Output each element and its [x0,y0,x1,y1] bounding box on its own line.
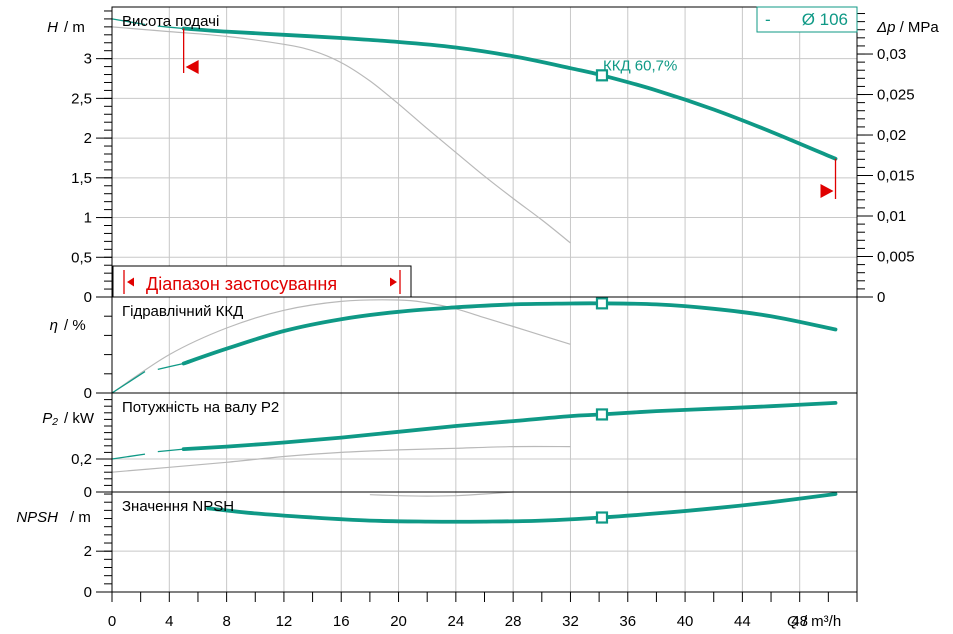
labels: 0 4 8 12 16 20 24 28 32 36 40 44 48Q / m³/h00,511,52… [16,13,939,630]
right-tick-label: 0,015 [877,168,915,185]
x-tick-label: 28 [505,613,522,630]
y-tick-label-head: 1,5 [71,170,92,187]
x-axis-title: Q / m³/h [787,613,841,630]
y-axis-title-head: H [47,19,58,36]
extension-curve-head [111,18,146,26]
y-axis-title-npsh: NPSH [16,509,58,526]
y-axis-unit-npsh: / m [70,509,91,526]
extension-curve-near-power [157,448,184,453]
range-end-arrow-icon [820,184,834,198]
y-tick-label-head: 0 [84,289,92,306]
comparison-curve-npsh [369,491,514,497]
operating-point-marker-head [595,69,609,82]
minor-ticks [96,10,873,602]
y-tick-label-head: 1 [84,210,92,227]
y-axis-title-eff: η [50,317,58,334]
x-tick-label: 20 [390,613,407,630]
operating-point-marker-eff [595,297,609,310]
x-tick-label: 16 [333,613,350,630]
extension-curve-power [111,453,146,460]
application-range-box [112,265,412,298]
operating-point-marker-power [595,408,609,421]
x-tick-label: 32 [562,613,579,630]
panel-frame-npsh [111,491,858,593]
operating-point-marker-npsh [595,511,609,524]
main-curve-npsh [206,492,838,524]
main-curve-head [181,26,838,161]
range-start-arrow-icon [185,60,199,74]
right-tick-label: 0,03 [877,46,906,63]
panel-label-head: Висота подачі [122,13,219,30]
x-tick-label: 0 [108,613,116,630]
y-tick-label-npsh: 0 [84,584,92,601]
right-tick-label: 0,025 [877,87,915,104]
grid [112,7,857,592]
x-tick-label: 48 [791,613,808,630]
pump-curves [111,18,838,524]
x-tick-label: 24 [448,613,465,630]
right-axis-title: Δp / MPa [876,19,939,36]
main-curve-eff [181,301,838,366]
y-axis-unit-power: / kW [64,410,95,427]
comparison-curves [111,26,571,497]
range-left-arrow-icon [127,277,134,287]
extension-curve-near-head [157,25,184,30]
main-curve-power [181,401,838,451]
right-tick-label: 0,005 [877,249,915,266]
y-tick-label-head: 2 [84,130,92,147]
y-axis-unit-eff: / % [64,317,86,334]
y-axis-title-power: P₂ [42,410,58,427]
x-tick-label: 36 [619,613,636,630]
frames [111,6,858,593]
diameter-legend-box [756,6,858,33]
x-tick-label: 44 [734,613,751,630]
y-tick-label-npsh: 2 [84,543,92,560]
y-tick-label-power: 0 [84,484,92,501]
diameter-legend: - Ø 106 [756,6,858,33]
comparison-curve-eff [111,299,571,394]
right-tick-label: 0,01 [877,208,906,225]
diameter-legend-value: Ø 106 [802,10,848,29]
y-axis-unit-head: / m [64,19,85,36]
y-tick-label-eff: 0 [84,385,92,402]
y-tick-label-head: 0,5 [71,249,92,266]
comparison-curve-power [111,445,571,473]
panel-label-power: Потужність на валу P2 [122,399,279,416]
y-tick-label-power: 0,2 [71,451,92,468]
extension-curve-eff [111,371,146,394]
x-tick-label: 4 [165,613,173,630]
right-tick-label: 0,02 [877,127,906,144]
right-tick-label: 0 [877,289,885,306]
efficiency-label: ККД 60,7% [603,57,677,74]
y-tick-label-head: 3 [84,51,92,68]
extension-curve-near-eff [157,362,184,371]
diameter-legend-dash: - [765,10,771,29]
panel-label-npsh: Значення NPSH [122,498,234,515]
x-tick-label: 12 [276,613,293,630]
comparison-curve-head [111,26,571,244]
panel-label-eff: Гідравлічний ККД [122,303,243,320]
application-range: Діапазон застосування [112,265,412,298]
x-tick-label: 40 [677,613,694,630]
application-range-label: Діапазон застосування [146,274,337,294]
range-right-arrow-icon [390,277,397,287]
x-tick-label: 8 [222,613,230,630]
y-tick-label-head: 2,5 [71,90,92,107]
